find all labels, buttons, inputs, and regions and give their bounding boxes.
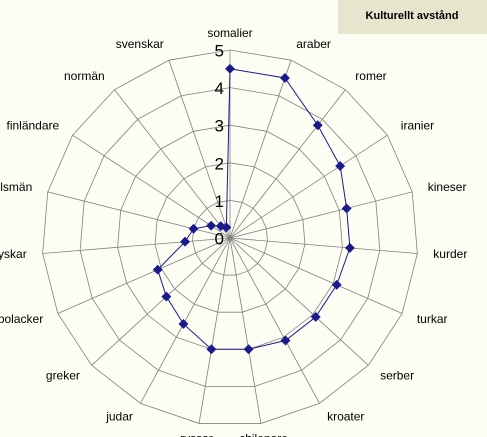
spoke [229,134,388,239]
spoke [42,237,231,254]
data-point [206,344,217,355]
category-label: turkar [417,312,448,326]
spoke [168,60,231,239]
r-tick-label: 1 [215,192,224,211]
r-tick-label: 2 [215,154,224,173]
r-tick-label: 5 [215,41,224,60]
data-point [225,63,235,74]
spoke [72,134,231,239]
data-point [188,223,199,234]
spoke [91,237,231,366]
category-label: ryssar [180,431,213,437]
spoke [229,237,320,404]
category-label: chilenare [239,431,288,437]
category-label: romer [355,69,386,83]
spoke [57,237,231,314]
category-label: svenskar [116,37,164,51]
data-point [243,344,254,355]
category-label: araber [296,37,331,51]
category-label: kineser [428,180,467,194]
data-point [152,264,163,275]
r-tick-label: 3 [215,117,224,136]
grid-ring [154,162,306,313]
chart-title: Kulturellt avstånd [366,10,459,22]
spoke [229,237,403,314]
spoke [229,237,369,366]
data-point [161,291,172,302]
spoke [229,89,346,239]
spoke [229,191,413,239]
category-label: tyskar [0,247,27,261]
r-tick-label: 4 [215,79,224,98]
data-point [331,279,342,290]
data-point [341,203,352,214]
title-box [338,0,487,34]
spoke [229,237,418,254]
data-point [206,220,217,231]
category-label: serber [380,368,414,382]
spoke [47,191,231,239]
data-point [310,311,321,322]
category-label: somalier [207,26,252,40]
r-tick-label: 0 [215,229,224,248]
grid-ring [79,87,381,387]
spoke [140,237,231,404]
spoke [198,237,231,424]
grid-ring [192,199,268,276]
category-label: engelsmän [0,180,32,194]
data-point [344,242,355,253]
data-point [335,161,346,171]
data-point [221,222,232,233]
category-label: polacker [0,312,43,326]
category-label: kroater [327,410,364,424]
category-label: normän [64,69,105,83]
data-point [280,335,291,346]
category-label: iranier [401,119,434,133]
spoke [229,237,262,424]
category-label: kurder [433,247,467,261]
grid-ring [42,49,418,424]
spoke [114,89,231,239]
data-point [178,319,189,329]
category-label: finländare [6,119,59,133]
data-point [180,236,190,247]
spoke [229,60,292,239]
category-label: judar [105,410,133,424]
category-label: greker [46,368,80,382]
